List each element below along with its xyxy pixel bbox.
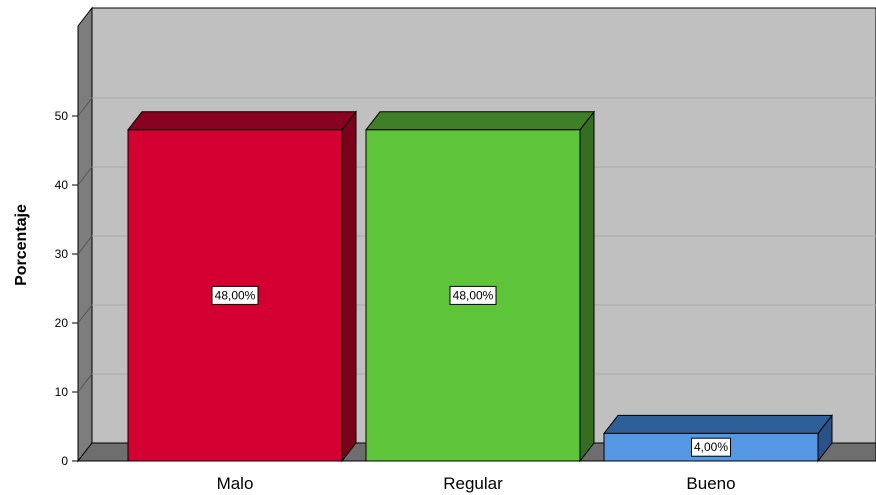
data-label-text: 48,00%: [215, 288, 256, 302]
bar-malo: 48,00%: [126, 110, 358, 463]
y-tick-label: 50: [55, 109, 69, 123]
y-tick-label: 0: [61, 454, 68, 468]
data-label: 48,00%: [449, 285, 497, 305]
gridline-side: [77, 373, 93, 393]
data-label-box: [211, 285, 259, 305]
y-tick-label: 40: [55, 178, 69, 192]
plot-side-wall: [77, 6, 93, 463]
data-label: 48,00%: [211, 285, 259, 305]
data-label-text: 48,00%: [453, 288, 494, 302]
bar-top: [602, 414, 834, 434]
x-category-label: Malo: [217, 474, 254, 493]
y-tick-label: 20: [55, 316, 69, 330]
bar-side: [579, 110, 595, 463]
x-category-label: Regular: [443, 474, 503, 493]
bar-top: [364, 111, 596, 131]
y-tick-label: 30: [55, 247, 69, 261]
y-axis-ticks: 0 10 20 30 40 50: [55, 109, 78, 468]
gridline-side: [77, 304, 93, 324]
bars: 48,00% 48,00% 4,00%: [126, 110, 834, 463]
x-axis-labels: Malo Regular Bueno: [217, 474, 736, 493]
bar-top: [126, 111, 358, 131]
gridline-side: [77, 166, 93, 186]
data-label: 4,00%: [691, 437, 731, 457]
data-label-box: [691, 437, 731, 457]
bar-regular: 48,00%: [364, 110, 596, 463]
bar-side: [341, 110, 357, 463]
gridline-side: [77, 235, 93, 255]
gridline-side: [77, 97, 93, 117]
data-label-box: [449, 285, 497, 305]
bar-bueno: 4,00%: [602, 413, 834, 463]
data-label-text: 4,00%: [694, 440, 728, 454]
x-category-label: Bueno: [686, 474, 735, 493]
y-tick-label: 10: [55, 385, 69, 399]
y-axis-title: Porcentaje: [13, 204, 30, 286]
